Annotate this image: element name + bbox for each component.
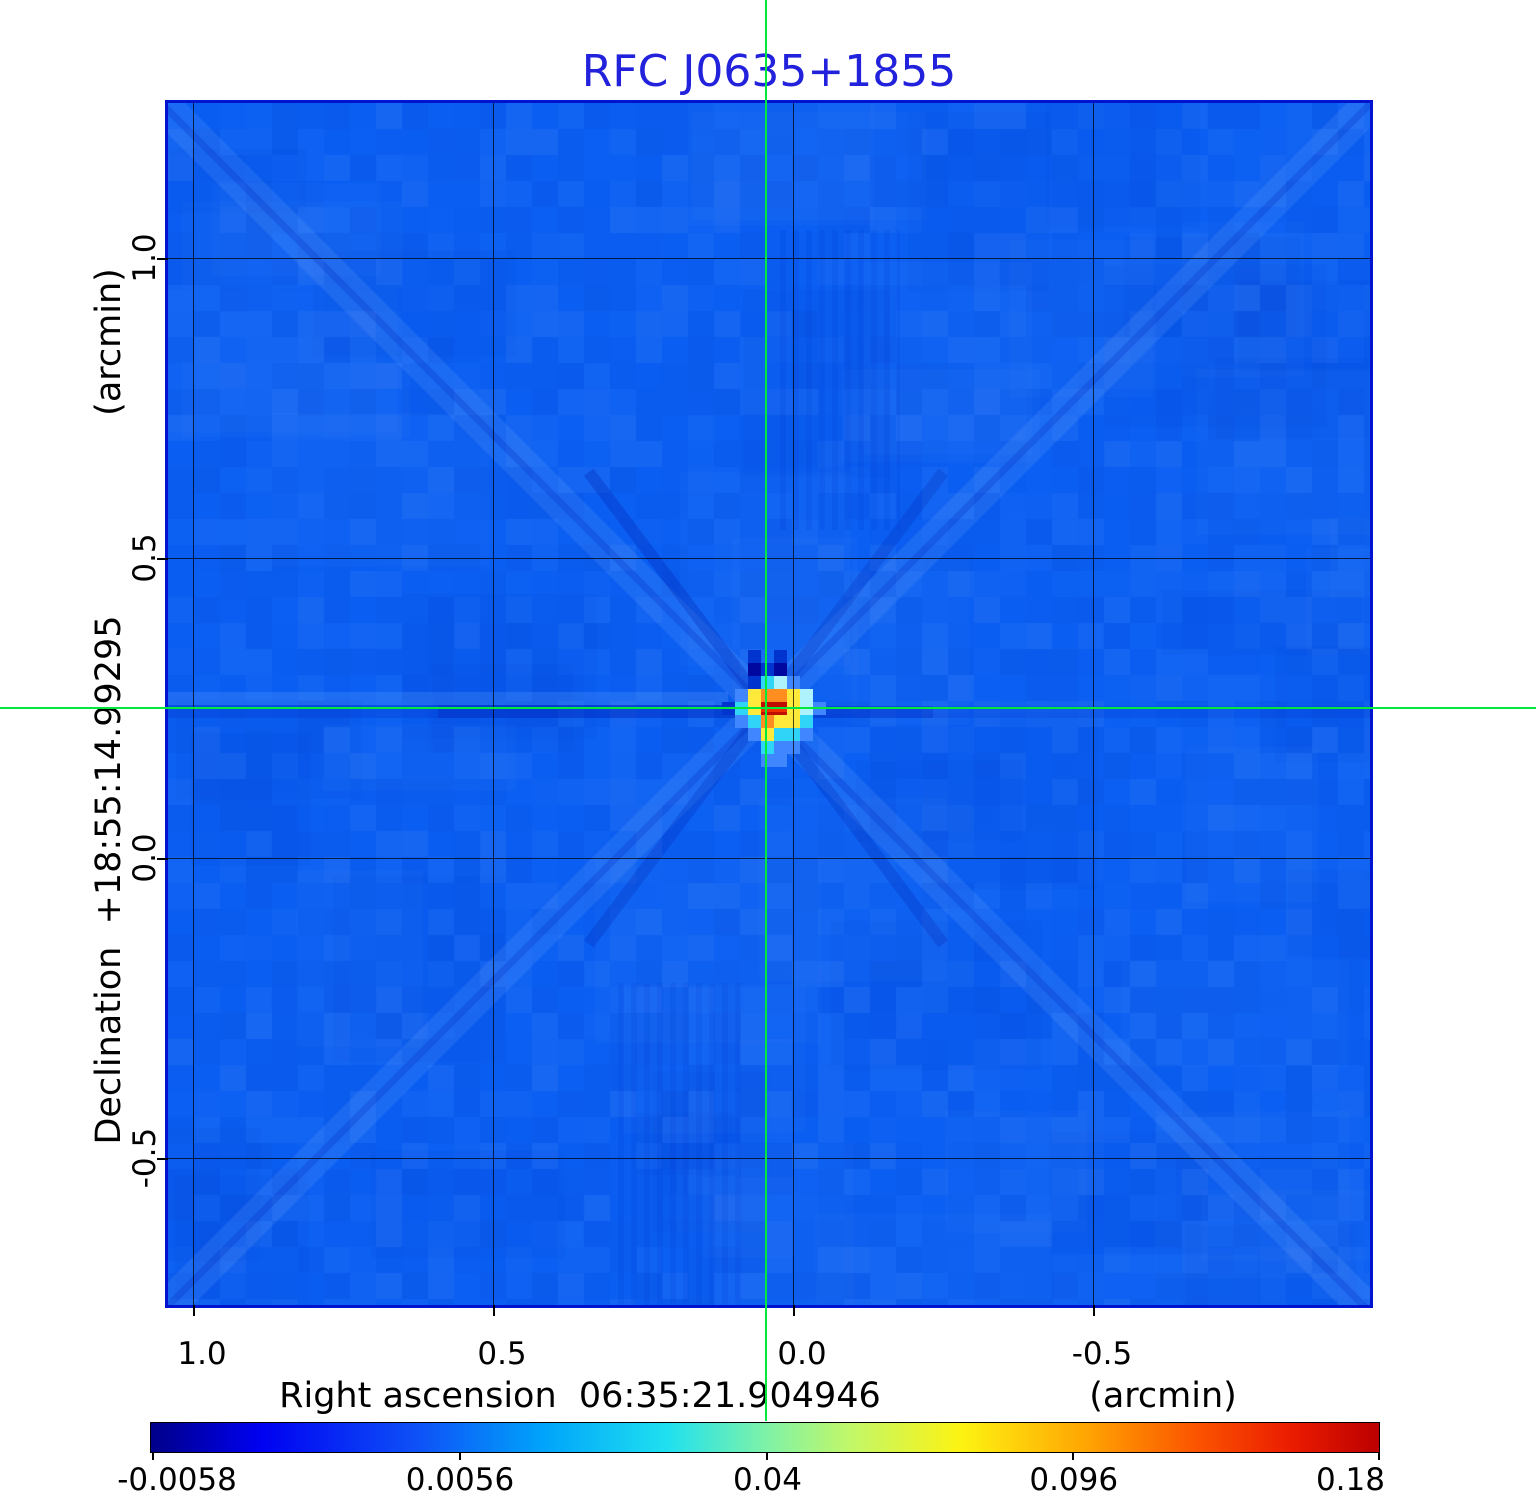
source-pixel bbox=[748, 715, 761, 728]
colorbar-tick-label: -0.0058 bbox=[117, 1462, 237, 1498]
source-pixel bbox=[800, 689, 813, 702]
x-tick-mark bbox=[793, 1305, 795, 1316]
source-pixel bbox=[800, 715, 813, 728]
x-tick-label: 1.0 bbox=[177, 1336, 227, 1372]
colorbar-tick-label: 0.096 bbox=[1029, 1462, 1119, 1498]
gridline-vertical bbox=[193, 103, 194, 1305]
source-pixel bbox=[774, 715, 787, 728]
source-pixel bbox=[748, 689, 761, 702]
x-tick-mark bbox=[493, 1305, 495, 1316]
gridline-horizontal bbox=[168, 258, 1370, 259]
y-tick-mark bbox=[157, 558, 168, 560]
source-pixel bbox=[800, 728, 813, 741]
source-pixel bbox=[735, 689, 748, 702]
vertical-banding bbox=[780, 230, 900, 530]
source-pixel bbox=[748, 728, 761, 741]
colorbar-gradient bbox=[151, 1423, 1379, 1452]
x-tick-label: 0.5 bbox=[477, 1336, 527, 1372]
y-axis-label: Declination +18:55:14.99295 bbox=[89, 615, 129, 1145]
x-tick-label: -0.5 bbox=[1071, 1336, 1133, 1372]
colorbar-tick-mark bbox=[459, 1453, 462, 1460]
gridline-vertical bbox=[1093, 103, 1094, 1305]
gridline-horizontal bbox=[168, 558, 1370, 559]
source-pixel bbox=[735, 702, 748, 715]
x-tick-mark bbox=[1093, 1305, 1095, 1316]
source-pixel bbox=[761, 715, 774, 728]
source-pixel bbox=[774, 676, 787, 689]
source-pixel bbox=[774, 689, 787, 702]
source-pixel bbox=[774, 650, 787, 663]
source-pixel bbox=[800, 702, 813, 715]
source-pixel bbox=[748, 702, 761, 715]
gridline-vertical bbox=[493, 103, 494, 1305]
gridline-horizontal bbox=[168, 858, 1370, 859]
horizontal-sidelobe-stripe bbox=[783, 706, 1370, 718]
sky-image bbox=[168, 103, 1370, 1305]
x-axis-label: Right ascension 06:35:21.904946 bbox=[279, 1376, 881, 1416]
colorbar-tick-mark bbox=[1378, 1453, 1380, 1460]
source-pixel bbox=[761, 754, 774, 767]
horizontal-sidelobe-stripe bbox=[168, 692, 728, 705]
colorbar-tick-mark bbox=[152, 1453, 155, 1460]
x-tick-label: 0.0 bbox=[777, 1336, 827, 1372]
source-pixel bbox=[761, 676, 774, 689]
source-pixel bbox=[774, 663, 787, 676]
source-pixel bbox=[748, 663, 761, 676]
source-pixel bbox=[813, 702, 826, 715]
colorbar-tick-mark bbox=[766, 1453, 769, 1460]
source-pixel bbox=[761, 689, 774, 702]
x-tick-mark bbox=[193, 1305, 195, 1316]
source-pixel bbox=[761, 663, 774, 676]
source-pixel bbox=[722, 702, 735, 715]
y-tick-mark bbox=[157, 858, 168, 860]
colorbar-tick-mark bbox=[1072, 1453, 1075, 1460]
horizontal-sidelobe-stripe bbox=[168, 705, 438, 718]
y-tick-mark bbox=[157, 1158, 168, 1160]
colorbar bbox=[150, 1422, 1380, 1453]
gridline-horizontal bbox=[168, 1158, 1370, 1159]
source-pixel bbox=[774, 754, 787, 767]
source-pixel bbox=[761, 741, 774, 754]
horizontal-sidelobe-stripe bbox=[438, 705, 754, 718]
gridline-vertical bbox=[793, 103, 794, 1305]
colorbar-tick-label: 0.04 bbox=[732, 1462, 802, 1498]
source-pixel bbox=[748, 676, 761, 689]
y-tick-mark bbox=[157, 258, 168, 260]
vertical-banding bbox=[618, 983, 748, 1305]
source-pixel bbox=[774, 741, 787, 754]
y-axis-unit-label: (arcmin) bbox=[89, 268, 129, 416]
source-pixel bbox=[761, 728, 774, 741]
source-pixel bbox=[774, 728, 787, 741]
colorbar-tick-label: 0.18 bbox=[1315, 1462, 1385, 1498]
colorbar-tick-label: 0.0056 bbox=[405, 1462, 515, 1498]
source-pixel bbox=[735, 715, 748, 728]
source-pixel bbox=[748, 650, 761, 663]
source-peak-bar bbox=[761, 707, 787, 712]
x-axis-unit-label: (arcmin) bbox=[1089, 1376, 1237, 1416]
plot-title: RFC J0635+1855 bbox=[581, 46, 957, 97]
